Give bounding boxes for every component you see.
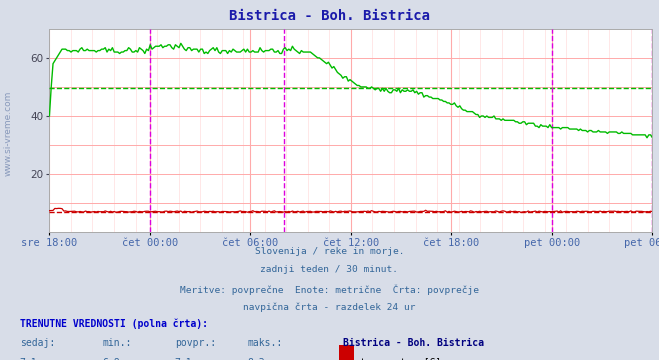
Text: povpr.:: povpr.: — [175, 338, 215, 348]
Text: Bistrica - Boh. Bistrica: Bistrica - Boh. Bistrica — [343, 338, 484, 348]
Text: 6,8: 6,8 — [102, 358, 120, 360]
Text: Meritve: povprečne  Enote: metrične  Črta: povprečje: Meritve: povprečne Enote: metrične Črta:… — [180, 284, 479, 294]
Text: 7,1: 7,1 — [20, 358, 38, 360]
Text: TRENUTNE VREDNOSTI (polna črta):: TRENUTNE VREDNOSTI (polna črta): — [20, 319, 208, 329]
Text: zadnji teden / 30 minut.: zadnji teden / 30 minut. — [260, 265, 399, 274]
Text: 7,1: 7,1 — [175, 358, 192, 360]
Text: 8,3: 8,3 — [247, 358, 265, 360]
Text: min.:: min.: — [102, 338, 132, 348]
Text: sedaj:: sedaj: — [20, 338, 55, 348]
Text: maks.:: maks.: — [247, 338, 282, 348]
Text: Slovenija / reke in morje.: Slovenija / reke in morje. — [255, 247, 404, 256]
Text: Bistrica - Boh. Bistrica: Bistrica - Boh. Bistrica — [229, 9, 430, 23]
Text: temperatura[C]: temperatura[C] — [359, 358, 442, 360]
Text: navpična črta - razdelek 24 ur: navpična črta - razdelek 24 ur — [243, 303, 416, 312]
Text: www.si-vreme.com: www.si-vreme.com — [3, 90, 13, 176]
